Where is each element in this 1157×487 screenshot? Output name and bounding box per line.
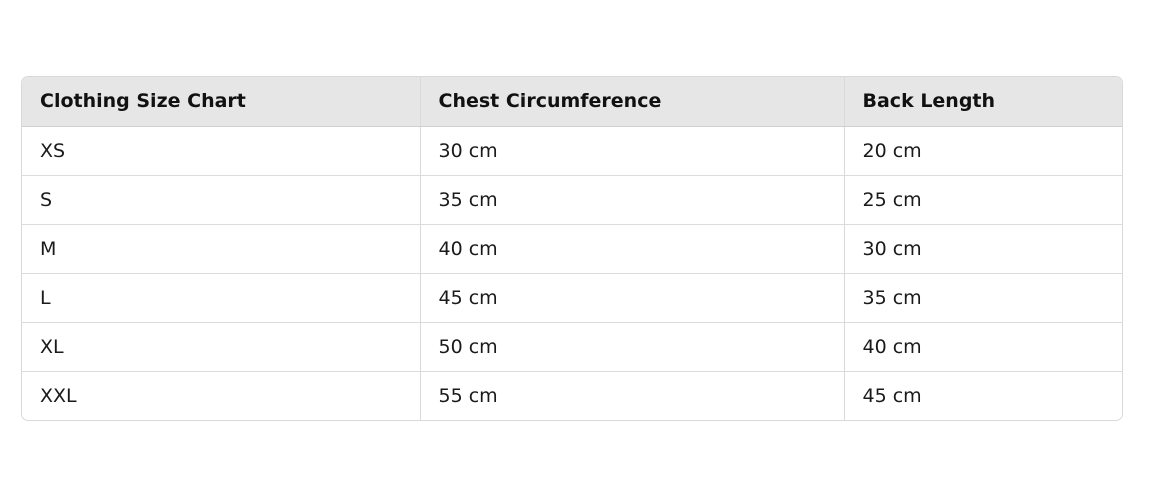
table-row: XXL 55 cm 45 cm — [22, 370, 1122, 420]
cell-size: XXL — [22, 370, 420, 420]
cell-back-length: 45 cm — [843, 370, 1122, 420]
header-back-length: Back Length — [843, 77, 1122, 127]
cell-back-length: 35 cm — [843, 272, 1122, 322]
cell-chest: 35 cm — [419, 174, 844, 224]
table-row: L 45 cm 35 cm — [22, 272, 1122, 322]
cell-chest: 30 cm — [419, 126, 844, 175]
table-row: S 35 cm 25 cm — [22, 174, 1122, 224]
cell-size: L — [22, 272, 420, 322]
cell-back-length: 40 cm — [843, 321, 1122, 371]
cell-chest: 55 cm — [419, 370, 844, 420]
cell-size: M — [22, 223, 420, 273]
table-body: XS 30 cm 20 cm S 35 cm 25 cm M 40 cm 30 … — [22, 126, 1122, 420]
table-row: XS 30 cm 20 cm — [22, 126, 1122, 175]
header-chest-circumference: Chest Circumference — [419, 77, 844, 127]
size-chart-table: Clothing Size Chart Chest Circumference … — [22, 77, 1122, 420]
cell-size: S — [22, 174, 420, 224]
cell-size: XL — [22, 321, 420, 371]
cell-size: XS — [40, 139, 66, 162]
cell-chest: 40 cm — [419, 223, 844, 273]
header-row: Clothing Size Chart Chest Circumference … — [22, 77, 1122, 127]
size-chart-table-container: Clothing Size Chart Chest Circumference … — [21, 76, 1123, 421]
cell-chest: 50 cm — [419, 321, 844, 371]
table-header: Clothing Size Chart Chest Circumference … — [22, 77, 1122, 127]
cell-chest: 45 cm — [419, 272, 844, 322]
table-row: XL 50 cm 40 cm — [22, 321, 1122, 371]
table-row: M 40 cm 30 cm — [22, 223, 1122, 273]
cell-back-length: 20 cm — [843, 126, 1122, 175]
cell-back-length: 25 cm — [843, 174, 1122, 224]
cell-back-length: 30 cm — [843, 223, 1122, 273]
header-size: Clothing Size Chart — [22, 77, 420, 127]
